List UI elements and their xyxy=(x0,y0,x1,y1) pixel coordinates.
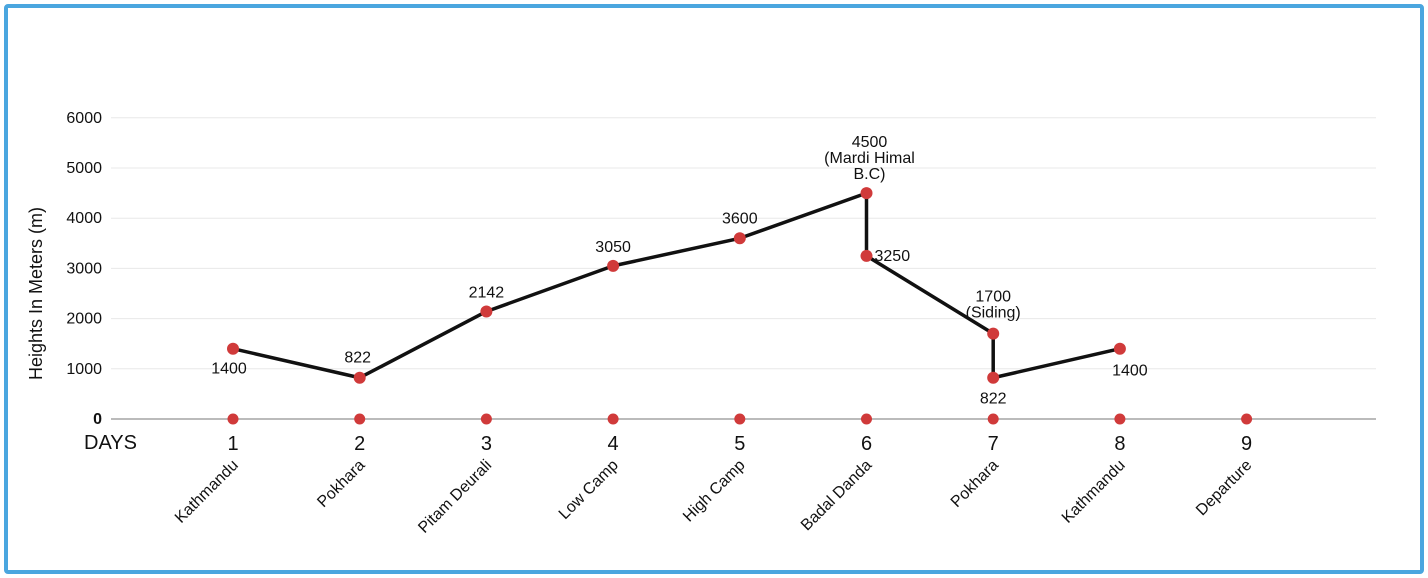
place-label: Kathmandu xyxy=(172,457,242,527)
data-point xyxy=(1113,342,1126,355)
data-label: 4500 (Mardi Himal B.C) xyxy=(824,134,915,183)
baseline-marker xyxy=(987,413,999,425)
place-label: Pokhara xyxy=(948,457,1002,511)
y-tick-label: 3000 xyxy=(66,260,102,277)
data-label: 3600 xyxy=(722,210,758,227)
x-tick-label: 7 xyxy=(988,433,999,455)
baseline-marker xyxy=(354,413,366,425)
data-point xyxy=(987,371,1000,384)
place-label: Kathmandu xyxy=(1059,457,1129,527)
data-label: 3050 xyxy=(595,239,631,256)
y-tick-label: 6000 xyxy=(66,110,102,127)
x-tick-label: 8 xyxy=(1114,433,1125,455)
baseline-marker xyxy=(480,413,492,425)
place-label: Low Camp xyxy=(556,457,622,523)
x-tick-label: 9 xyxy=(1241,433,1252,455)
baseline-marker xyxy=(861,413,872,425)
data-point xyxy=(480,305,493,318)
y-tick-label: 1000 xyxy=(66,361,102,378)
data-label: 2142 xyxy=(469,284,505,301)
data-label: 1400 xyxy=(1112,363,1148,380)
place-label: Pitam Deurali xyxy=(415,457,495,537)
elevation-chart: 0 1000 2000 3000 4000 5000 6000 Heights In Mete… xyxy=(26,110,1376,537)
data-label: 3250 xyxy=(875,248,911,265)
data-point xyxy=(353,371,366,384)
x-tick-label: 4 xyxy=(608,433,619,455)
data-point xyxy=(227,342,239,355)
data-point xyxy=(860,187,873,200)
chart-frame: 0 1000 2000 3000 4000 5000 6000 Heights In Mete… xyxy=(4,4,1424,574)
place-label: High Camp xyxy=(680,457,749,526)
x-tick-label: 3 xyxy=(481,433,492,455)
data-label: 822 xyxy=(980,391,1007,408)
data-point xyxy=(860,249,873,262)
data-point xyxy=(607,259,620,272)
baseline-marker xyxy=(227,413,239,425)
y-tick-label: 2000 xyxy=(66,311,102,328)
x-tick-label: 1 xyxy=(227,433,238,455)
elevation-line xyxy=(232,191,1121,380)
y-tick-label: 0 xyxy=(93,411,102,428)
x-axis-label: DAYS xyxy=(84,432,137,454)
place-label: Badal Danda xyxy=(798,457,876,535)
data-point xyxy=(733,232,746,245)
baseline-marker xyxy=(1241,413,1253,425)
data-label: 822 xyxy=(344,350,371,367)
data-label: 1400 xyxy=(211,361,247,378)
data-label: 1700 (Siding) xyxy=(966,289,1021,322)
y-axis-label: Heights In Meters (m) xyxy=(26,207,46,380)
x-tick-label: 6 xyxy=(861,433,872,455)
data-point xyxy=(987,327,1000,340)
baseline-marker xyxy=(1114,413,1126,425)
y-tick-label: 5000 xyxy=(66,160,102,177)
x-tick-label: 2 xyxy=(354,433,365,455)
baseline-marker xyxy=(734,413,746,425)
y-tick-label: 4000 xyxy=(66,210,102,227)
baseline-marker xyxy=(607,413,619,425)
place-label: Pokhara xyxy=(314,457,368,511)
place-label: Departure xyxy=(1193,457,1255,519)
x-tick-label: 5 xyxy=(734,433,745,455)
